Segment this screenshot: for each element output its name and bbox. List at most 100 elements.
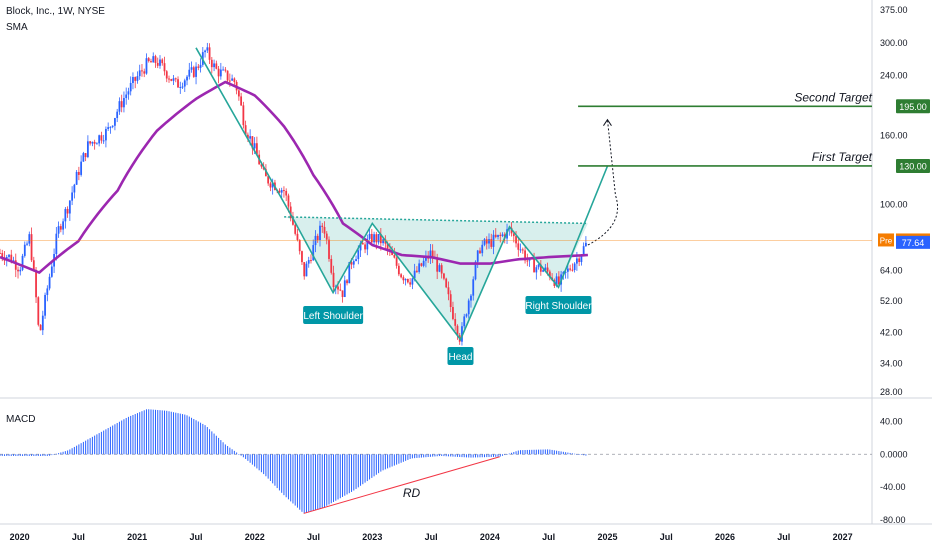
candle-body [321,225,324,227]
candle-body [357,250,360,260]
macd-bar [258,454,260,471]
macd-bar [312,454,314,511]
macd-bar [393,454,395,466]
candle-body [488,239,490,244]
macd-bar [157,410,159,455]
macd-bar [33,454,35,456]
candle-body [111,125,114,127]
price-tick-label: 34.00 [880,358,903,368]
macd-bar [465,454,467,458]
candle-body [231,78,234,81]
candle-body [152,56,155,63]
macd-bar [571,453,573,455]
candle-body [255,143,258,155]
candle-body [246,134,249,139]
macd-bar [213,433,215,455]
candle-body [244,125,247,135]
candle-body [23,244,26,256]
candle-body [0,252,1,254]
macd-bar [118,421,120,455]
macd-bar [562,451,564,455]
macd-bar [452,454,454,457]
pattern-fill [284,216,588,340]
candle-body [377,233,380,243]
price-tick-label: 64.00 [880,265,903,275]
macd-bar [472,454,474,458]
macd-bar [78,444,80,455]
candle-body [210,59,213,68]
candle-body [19,269,22,272]
macd-bar [152,409,154,455]
macd-bar [389,454,391,468]
candle-body [303,262,306,277]
macd-bar [109,426,111,455]
macd-bar [483,454,485,458]
macd-bar [342,454,344,497]
candle-body [330,258,333,273]
candle-body [546,267,549,272]
candle-body [373,234,375,243]
macd-bar [524,450,526,455]
macd-bar [429,454,431,457]
macd-bar [535,449,537,455]
candles [0,42,587,346]
candle-body [283,190,285,192]
macd-bar [402,454,404,462]
candle-body [136,76,139,81]
macd-bar [26,454,28,456]
macd-bar [114,424,116,455]
macd-bar [55,453,57,455]
macd-bar [22,454,24,456]
macd-bar [398,454,400,464]
time-tick-label: Jul [660,532,673,542]
candle-body [102,140,105,142]
candle-body [55,233,58,254]
macd-bar [240,454,242,456]
macd-bar [85,440,87,455]
candle-body [199,64,202,68]
candle-body [402,277,405,281]
left-shoulder-label-box [303,306,364,324]
macd-bar [474,454,476,458]
macd-bar [580,454,582,455]
macd-bar [229,447,231,455]
time-tick-label: 2020 [10,532,30,542]
macd-bar [130,415,132,455]
macd-bar [141,411,143,455]
candle-body [177,79,179,88]
candle-body [93,141,96,144]
time-tick-label: 2027 [833,532,853,542]
macd-bar [522,450,524,455]
price-tick-label: 28.00 [880,387,903,397]
macd-bar [256,454,258,469]
macd-bar [378,454,380,474]
candle-body [222,69,224,71]
macd-bar [164,410,166,455]
left-shoulder-label: Left Shoulder [303,311,363,322]
candle-body [150,61,152,63]
candle-body [127,91,130,95]
macd-bar [461,454,463,458]
candle-body [425,255,427,261]
candle-body [10,254,13,263]
macd-bar [447,454,449,457]
candle-body [174,78,177,80]
macd-bar [206,427,208,455]
price-tick-label: 300.00 [880,38,908,48]
macd-bar [333,454,335,502]
candle-body [280,190,283,193]
candle-body [415,270,418,272]
pattern-lines [195,47,619,342]
candle-body [28,234,31,244]
macd-bar [411,454,413,459]
macd-bar [13,454,15,456]
candle-body [474,261,477,280]
targets: Second Target 195.00 First Target 130.00 [0,90,930,241]
candle-body [510,227,513,234]
candle-body [494,234,497,237]
candle-body [147,58,150,62]
candle-body [557,276,560,285]
candle-body [492,234,495,247]
macd-bar [168,411,170,455]
candle-body [289,206,292,219]
